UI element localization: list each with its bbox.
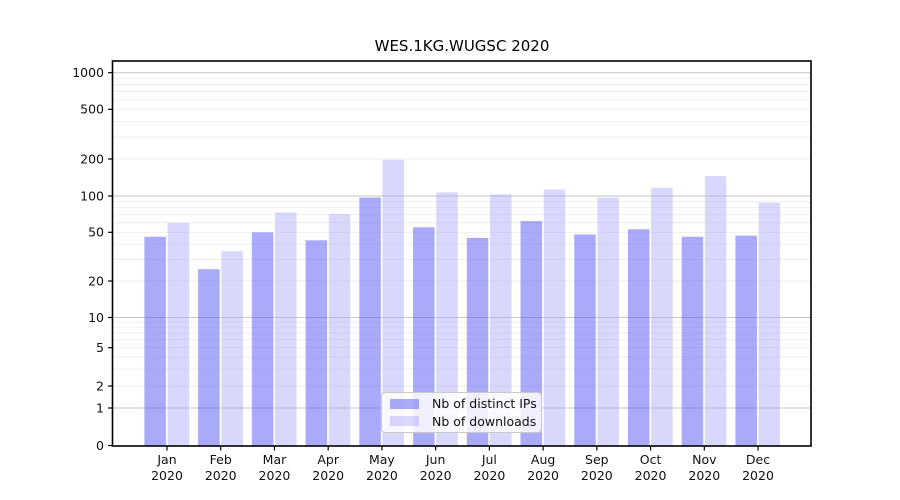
x-tick-label: Feb 2020 [205,452,237,483]
y-tick-label: 1000 [72,65,104,80]
bar-nb-of-downloads-jun-2020 [436,192,458,446]
bar-nb-of-distinct-ips-may-2020 [359,197,381,446]
x-tick-label: Apr 2020 [312,452,344,483]
bar-nb-of-downloads-dec-2020 [758,202,781,446]
bar-nb-of-downloads-sep-2020 [597,197,619,446]
bar-nb-of-downloads-jul-2020 [489,194,512,446]
bar-nb-of-downloads-apr-2020 [328,213,351,446]
bar-nb-of-downloads-aug-2020 [543,189,566,446]
bar-nb-of-distinct-ips-jun-2020 [413,227,435,446]
bar-nb-of-distinct-ips-dec-2020 [735,235,757,446]
bar-nb-of-distinct-ips-sep-2020 [574,234,596,446]
bar-nb-of-distinct-ips-jan-2020 [144,236,166,446]
legend-entry: Nb of distinct IPs [388,395,537,412]
y-tick-label: 2 [96,378,104,393]
x-tick-label: Nov 2020 [688,452,720,483]
chart-title: WES.1KG.WUGSC 2020 [374,37,550,55]
bar-nb-of-downloads-mar-2020 [275,212,297,446]
bar-nb-of-downloads-jan-2020 [167,222,190,446]
legend-label: Nb of downloads [432,413,537,429]
y-tick-label: 100 [80,188,104,203]
x-tick-label: Jun 2020 [420,452,452,483]
legend-label: Nb of distinct IPs [432,396,537,412]
x-tick-label: Oct 2020 [635,452,667,483]
y-tick-label: 1 [96,400,104,415]
legend-swatch-downloads [390,416,419,427]
bar-nb-of-distinct-ips-apr-2020 [305,240,328,446]
bar-nb-of-distinct-ips-oct-2020 [627,229,650,446]
y-tick-label: 5 [96,340,104,355]
y-tick-label: 50 [88,225,104,240]
bar-nb-of-downloads-feb-2020 [221,251,243,446]
x-tick-label: Dec 2020 [742,452,774,483]
bar-nb-of-distinct-ips-aug-2020 [520,221,543,446]
bar-nb-of-distinct-ips-mar-2020 [251,232,274,446]
x-tick-label: May 2020 [366,452,398,483]
x-tick-label: Aug 2020 [527,452,559,483]
y-tick-label: 200 [80,151,104,166]
bar-nb-of-downloads-oct-2020 [651,187,673,446]
legend-swatch-distinct-ips [390,398,419,409]
x-tick-label: Mar 2020 [259,452,291,483]
y-tick-label: 0 [96,438,104,453]
legend: Nb of distinct IPs Nb of downloads [381,392,542,433]
legend-entry: Nb of downloads [388,413,537,430]
x-tick-label: Jul 2020 [473,452,505,483]
bar-nb-of-downloads-nov-2020 [704,176,727,446]
x-tick-label: Sep 2020 [581,452,613,483]
bar-nb-of-downloads-may-2020 [382,159,405,446]
x-tick-label: Jan 2020 [151,452,183,483]
y-tick-label: 10 [88,310,104,325]
y-tick-label: 20 [88,273,104,288]
plot-border [111,60,812,447]
bar-nb-of-distinct-ips-feb-2020 [198,269,220,446]
bar-nb-of-distinct-ips-nov-2020 [681,236,704,446]
y-tick-label: 500 [80,102,104,117]
